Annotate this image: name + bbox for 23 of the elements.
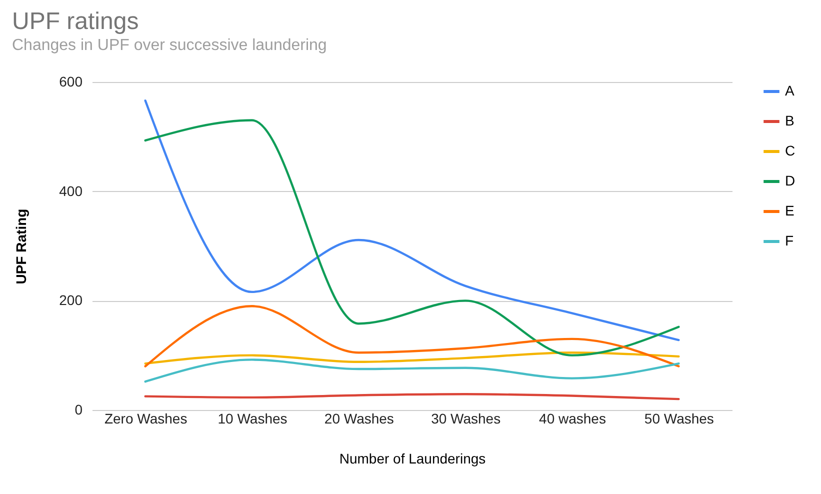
x-tick-label: 10 Washes	[218, 410, 288, 426]
chart-subtitle: Changes in UPF over successive laundering	[12, 37, 327, 54]
y-axis-title: UPF Rating	[13, 208, 30, 284]
x-axis-title: Number of Launderings	[339, 450, 486, 466]
x-tick-label: Zero Washes	[104, 410, 188, 426]
chart-title: UPF ratings	[12, 8, 139, 35]
legend-label: D	[785, 172, 796, 188]
legend-label: E	[785, 202, 794, 218]
y-tick-label: 0	[74, 402, 83, 418]
legend-label: C	[785, 142, 796, 158]
y-tick-label: 600	[59, 74, 83, 90]
line-series	[144, 352, 680, 365]
x-tick-label: 30 Washes	[431, 410, 501, 426]
x-tick-label: 50 Washes	[644, 410, 714, 426]
y-tick-label: 200	[59, 292, 83, 308]
legend-label: F	[785, 232, 794, 248]
x-tick-label: 20 Washes	[324, 410, 394, 426]
line-series	[144, 305, 680, 368]
legend-label: B	[785, 112, 794, 128]
legend-label: A	[785, 82, 795, 98]
y-tick-label: 400	[59, 182, 83, 199]
line-series	[144, 358, 680, 383]
x-tick-label: 40 washes	[539, 410, 606, 426]
